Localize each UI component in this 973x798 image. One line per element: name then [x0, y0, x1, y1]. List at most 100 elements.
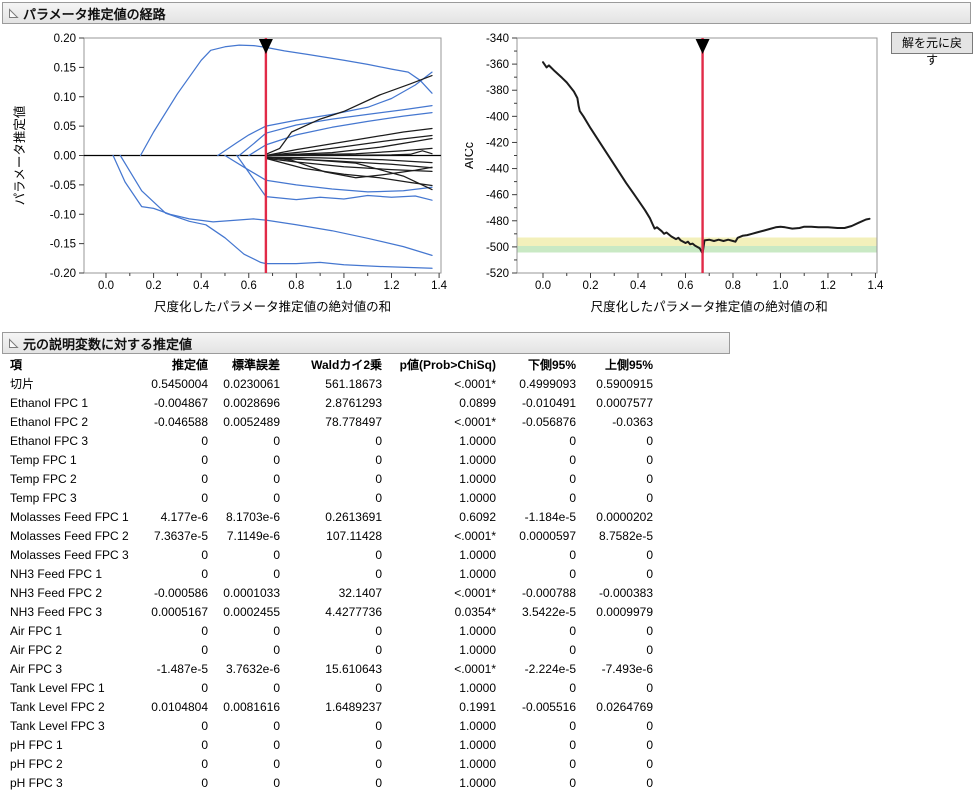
value-cell: -1.184e-5 [524, 510, 576, 524]
y-tick-label: 0.05 [54, 121, 76, 133]
x-tick-label: 0.2 [146, 280, 162, 292]
value-cell: 2.8761293 [325, 396, 382, 410]
value-cell: 0.0052489 [223, 415, 280, 429]
table-row: Molasses Feed FPC 1 4.177e-6 8.1703e-6 0.26… [8, 508, 655, 527]
value-cell: 0 [273, 643, 280, 657]
value-cell: 0 [375, 643, 382, 657]
value-cell: 0.0005167 [151, 605, 208, 619]
value-cell: 0 [646, 719, 653, 733]
value-cell: -7.493e-6 [601, 662, 653, 676]
value-cell: 0 [201, 757, 208, 771]
table-row: Temp FPC 3 0 0 0 1.0000 0 0 [8, 489, 655, 508]
value-cell: 0.0081616 [223, 700, 280, 714]
value-cell: 0 [273, 719, 280, 733]
value-cell: 0.0009979 [596, 605, 653, 619]
table-row: Temp FPC 2 0 0 0 1.0000 0 0 [8, 470, 655, 489]
value-cell: 0 [273, 624, 280, 638]
value-cell: 1.0000 [459, 453, 496, 467]
disclosure-triangle-icon[interactable] [8, 337, 19, 349]
term-cell: Temp FPC 1 [10, 453, 77, 467]
table-row: pH FPC 3 0 0 0 1.0000 0 0 [8, 774, 655, 793]
table-row: Tank Level FPC 1 0 0 0 1.0000 0 0 [8, 679, 655, 698]
value-cell: 1.0000 [459, 491, 496, 505]
value-cell: <.0001* [454, 529, 496, 543]
value-cell: 0.0007577 [596, 396, 653, 410]
value-cell: 0 [201, 719, 208, 733]
value-cell: 0 [375, 453, 382, 467]
value-cell: 0 [646, 453, 653, 467]
y-tick-label: -440 [486, 164, 509, 176]
value-cell: 0 [273, 453, 280, 467]
path-series-blue-8 [236, 154, 433, 201]
value-cell: -0.046588 [153, 415, 208, 429]
value-cell: 0.0104804 [151, 700, 208, 714]
term-cell: Temp FPC 2 [10, 472, 77, 486]
term-cell: Molasses Feed FPC 1 [10, 510, 129, 524]
y-tick-label: -0.20 [50, 268, 76, 280]
section-title-parameter-path: パラメータ推定値の経路 [23, 6, 166, 22]
value-cell: 0 [375, 757, 382, 771]
section-header-estimates[interactable]: 元の説明変数に対する推定値 [2, 332, 730, 354]
x-tick-label: 1.2 [384, 280, 400, 292]
value-cell: 4.177e-6 [160, 510, 208, 524]
value-cell: 0 [201, 434, 208, 448]
value-cell: 0 [201, 548, 208, 562]
term-cell: Temp FPC 3 [10, 491, 77, 505]
value-cell: 1.0000 [459, 776, 496, 790]
path-series-blue-7 [224, 154, 433, 193]
value-cell: <.0001* [454, 662, 496, 676]
value-cell: 3.7632e-6 [225, 662, 280, 676]
y-tick-label: 0.00 [54, 151, 76, 163]
value-cell: 0 [375, 681, 382, 695]
table-row: Temp FPC 1 0 0 0 1.0000 0 0 [8, 451, 655, 470]
term-cell: Ethanol FPC 2 [10, 415, 89, 429]
value-cell: 0 [569, 472, 576, 486]
value-cell: 0 [273, 472, 280, 486]
value-cell: 0 [646, 548, 653, 562]
section-title-estimates: 元の説明変数に対する推定値 [23, 336, 193, 352]
value-cell: -1.487e-5 [156, 662, 208, 676]
value-cell: -0.0363 [612, 415, 653, 429]
section-header-parameter-path[interactable]: パラメータ推定値の経路 [2, 2, 971, 24]
table-row: pH FPC 2 0 0 0 1.0000 0 0 [8, 755, 655, 774]
value-cell: 0 [569, 719, 576, 733]
y-tick-label: -520 [486, 268, 509, 280]
value-cell: 0 [375, 624, 382, 638]
value-cell: 0 [646, 738, 653, 752]
solution-slider-handle[interactable] [695, 39, 710, 54]
y-tick-label: -0.10 [50, 209, 76, 221]
path-series-black-1 [265, 74, 433, 155]
column-header: 項 [10, 358, 23, 372]
path-series-black-7 [265, 156, 433, 164]
value-cell: 1.0000 [459, 472, 496, 486]
value-cell: 3.5422e-5 [521, 605, 576, 619]
value-cell: 1.0000 [459, 567, 496, 581]
y-axis-title: パラメータ推定値 [12, 106, 27, 206]
x-tick-label: 0.0 [98, 280, 114, 292]
value-cell: 0 [375, 434, 382, 448]
term-cell: 切片 [10, 377, 35, 391]
disclosure-triangle-icon[interactable] [8, 7, 19, 19]
term-cell: pH FPC 2 [10, 757, 63, 771]
term-cell: Air FPC 3 [10, 662, 63, 676]
aicc-band-yellow [517, 237, 877, 246]
y-tick-label: -460 [486, 190, 509, 202]
value-cell: -0.000586 [153, 586, 208, 600]
column-header: p値(Prob>ChiSq) [399, 358, 496, 372]
value-cell: <.0001* [454, 586, 496, 600]
value-cell: 0 [646, 434, 653, 448]
value-cell: 0 [569, 776, 576, 790]
estimates-table: 項 推定値 標準誤差 Waldカイ2乗 p値(Prob>ChiSq) 下側95% 上側95%… [8, 356, 655, 793]
value-cell: 0 [273, 548, 280, 562]
value-cell: 0 [273, 757, 280, 771]
table-row: Molasses Feed FPC 3 0 0 0 1.0000 0 0 [8, 546, 655, 565]
value-cell: 0.0899 [459, 396, 496, 410]
value-cell: 0.6092 [459, 510, 496, 524]
value-cell: 0 [273, 776, 280, 790]
path-series-black-3 [265, 134, 433, 157]
y-tick-label: -420 [486, 137, 509, 149]
solution-slider-handle[interactable] [258, 39, 273, 54]
value-cell: -0.004867 [153, 396, 208, 410]
column-header: Waldカイ2乗 [311, 358, 382, 372]
reset-solution-button[interactable]: 解を元に戻す [891, 32, 973, 67]
